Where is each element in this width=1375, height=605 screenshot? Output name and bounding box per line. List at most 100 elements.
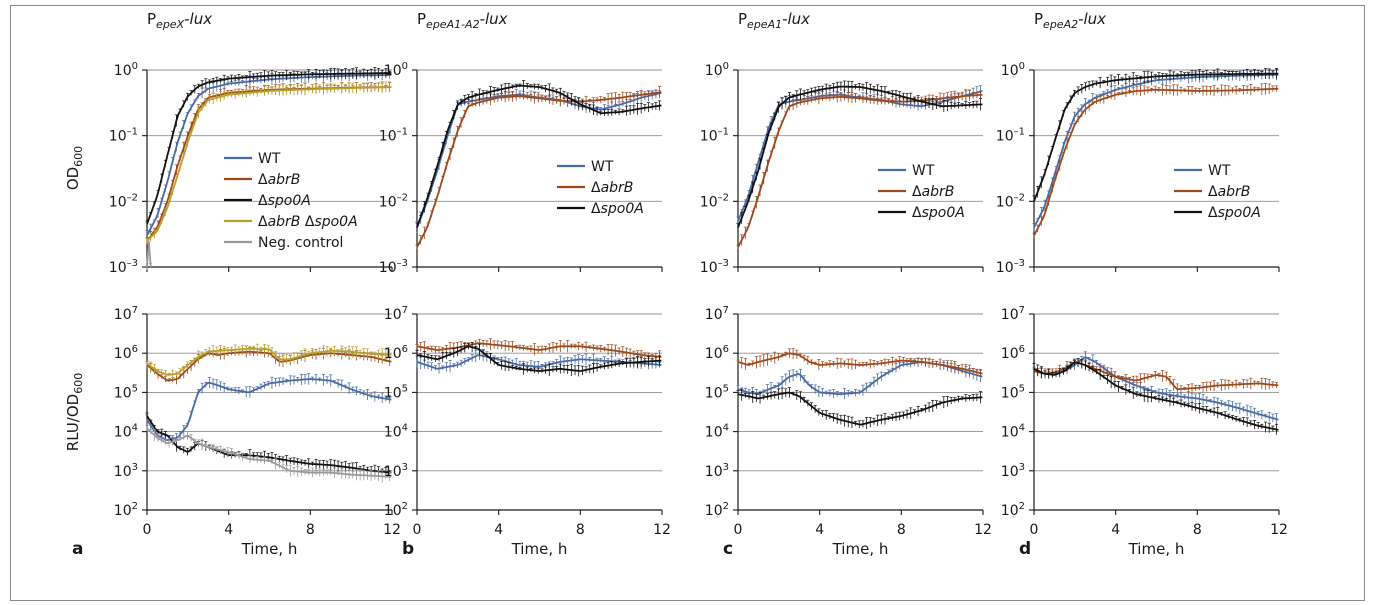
series-line-abrB: [1033, 87, 1279, 237]
panel-letter-a: a: [72, 539, 83, 559]
y-tick-exponent: 6: [723, 344, 729, 355]
y-tick-label: 103: [1001, 462, 1025, 480]
series-abrB: [415, 338, 662, 363]
y-tick-base: 10: [705, 346, 723, 362]
figure-frame: [10, 5, 1365, 601]
x-tick-label: 12: [383, 522, 401, 538]
y-tick-base: 10: [384, 464, 402, 480]
series-line-spo0A: [416, 84, 662, 228]
y-tick-exponent: 2: [1019, 501, 1025, 512]
y-tick-exponent: –1: [127, 127, 138, 138]
legend-d: WT ΔabrB Δspo0A: [1174, 163, 1261, 221]
x-tick-label: 8: [897, 522, 906, 538]
promoter-prefix: P: [417, 10, 426, 28]
series-line-abrB: [737, 352, 983, 375]
legend-label-part: spo0A: [601, 201, 644, 217]
y-tick-exponent: 3: [1019, 462, 1025, 473]
y-tick-label: 107: [705, 305, 729, 323]
x-tick-label: 4: [815, 522, 824, 538]
y-axis-title-base: RLU/OD: [64, 394, 82, 451]
x-tick-label: 4: [1111, 522, 1120, 538]
y-tick-base: 10: [109, 129, 127, 145]
y-tick-exponent: –3: [718, 258, 729, 269]
series-line-abrB: [737, 93, 983, 248]
x-tick-label: 4: [494, 522, 503, 538]
y-tick-base: 10: [384, 307, 402, 323]
y-tick-label: 106: [1001, 344, 1025, 362]
x-tick-label: 0: [1030, 522, 1039, 538]
y-tick-base: 10: [1001, 425, 1019, 441]
y-tick-base: 10: [996, 260, 1014, 276]
y-tick-exponent: 2: [132, 501, 138, 512]
series-line-abrB: [416, 91, 662, 248]
y-tick-exponent: –2: [718, 192, 729, 203]
series-spo0A: [1032, 358, 1279, 435]
y-tick-exponent: 6: [1019, 344, 1025, 355]
y-tick-base: 10: [705, 503, 723, 519]
legend-label-WT: WT: [591, 159, 614, 175]
series-line-WT: [146, 74, 392, 237]
legend-label-spo0A: Δspo0A: [1208, 205, 1261, 221]
legend-label-part: abrB: [601, 180, 634, 196]
y-axis-title-rlu: RLU/OD600: [64, 373, 85, 451]
y-tick-exponent: 4: [132, 423, 138, 434]
x-tick-label: 8: [306, 522, 315, 538]
y-tick-exponent: 7: [132, 305, 138, 316]
y-tick-base: 10: [705, 464, 723, 480]
legend-label-abrB: ΔabrB: [591, 180, 633, 196]
y-tick-label: 105: [114, 383, 138, 401]
panel-letter-c: c: [723, 539, 733, 559]
y-tick-label: 102: [705, 501, 729, 519]
legend-label-abrB: ΔabrB: [258, 172, 300, 188]
panel-letter-b: b: [402, 539, 414, 559]
y-tick-label: 102: [114, 501, 138, 519]
x-tick-label: 0: [734, 522, 743, 538]
y-tick-base: 10: [379, 129, 397, 145]
legend-label-part: abrB: [268, 214, 301, 230]
y-tick-base: 10: [109, 260, 127, 276]
panel-title-d: PepeA2-lux: [1034, 10, 1106, 31]
y-tick-base: 10: [700, 194, 718, 210]
series-line-spo0A: [146, 415, 392, 474]
legend-label-part: WT: [258, 151, 281, 167]
y-tick-exponent: 5: [1019, 383, 1025, 394]
y-tick-base: 10: [1001, 464, 1019, 480]
y-tick-exponent: –1: [397, 127, 408, 138]
promoter-suffix: -lux: [184, 10, 212, 28]
series-line-WT: [146, 378, 392, 442]
y-tick-base: 10: [114, 307, 132, 323]
y-tick-base: 10: [114, 503, 132, 519]
legend-label-spo0A: Δspo0A: [912, 205, 965, 221]
y-axis-title-sub: 600: [72, 373, 85, 394]
y-tick-base: 10: [700, 129, 718, 145]
legend-label-part: Δ: [258, 172, 268, 188]
y-tick-base: 10: [384, 425, 402, 441]
y-tick-label: 107: [384, 305, 408, 323]
y-tick-exponent: 5: [132, 383, 138, 394]
legend-label-part: Δ: [1208, 184, 1218, 200]
y-tick-label: 103: [384, 462, 408, 480]
x-axis-label: Time, h: [241, 540, 298, 558]
legend-label-part: abrB: [1218, 184, 1251, 200]
y-tick-exponent: 7: [402, 305, 408, 316]
series-abrB: [736, 348, 983, 377]
y-tick-label: 100: [705, 61, 729, 79]
series-line-spo0A: [1033, 361, 1279, 431]
y-tick-exponent: 6: [132, 344, 138, 355]
y-tick-label: 10–1: [996, 127, 1025, 145]
y-tick-exponent: 3: [402, 462, 408, 473]
legend-label-abrB: ΔabrB: [1208, 184, 1250, 200]
legend-label-WT: WT: [1208, 163, 1231, 179]
y-tick-base: 10: [114, 425, 132, 441]
legend-label-part: abrB: [268, 172, 301, 188]
series-abrB: [1032, 359, 1279, 395]
x-tick-label: 12: [1270, 522, 1288, 538]
promoter-suffix: -lux: [480, 10, 508, 28]
y-tick-exponent: 6: [402, 344, 408, 355]
